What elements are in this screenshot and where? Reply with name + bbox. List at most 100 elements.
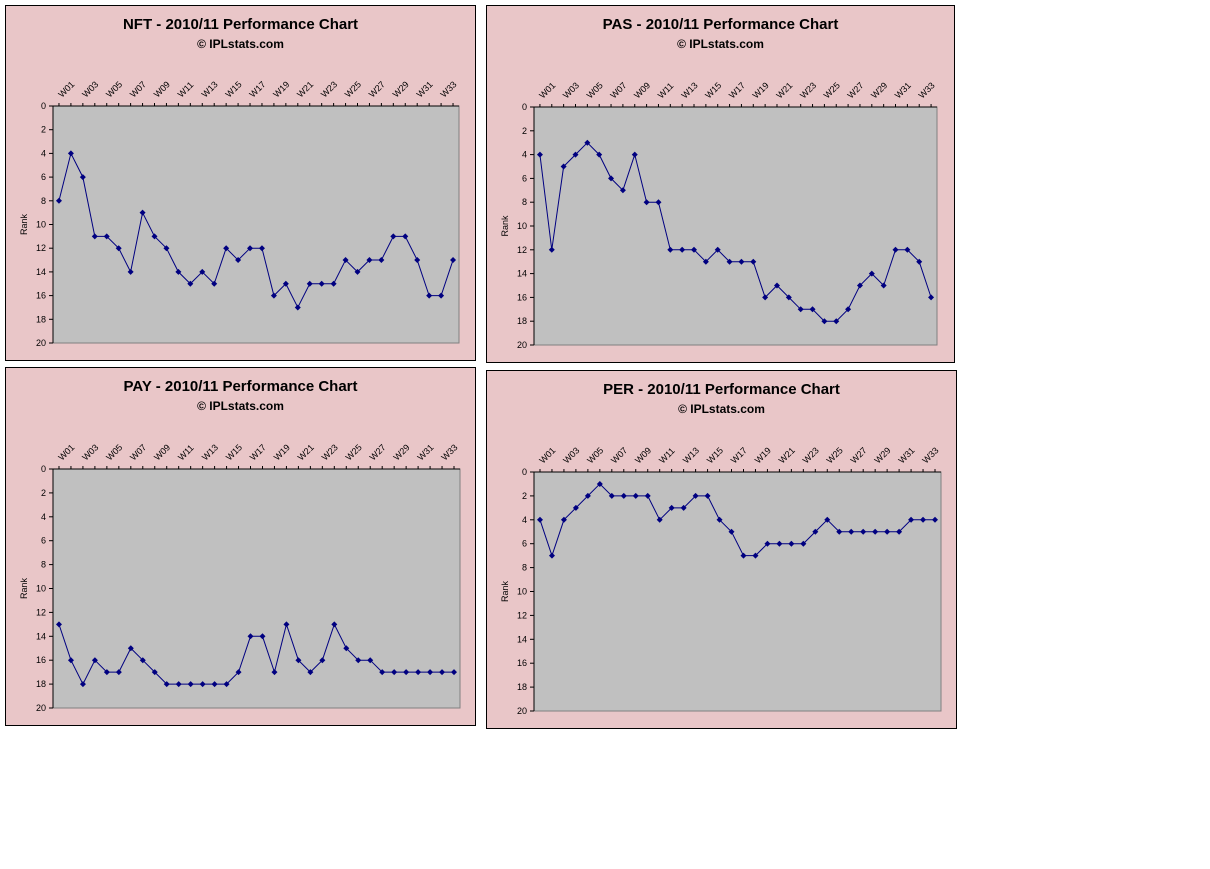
data-point <box>572 151 579 158</box>
chart: NFT - 2010/11 Performance Chart © IPLstat… <box>5 5 476 361</box>
y-tick-label: 12 <box>36 243 46 253</box>
data-point <box>175 268 182 275</box>
data-point <box>668 504 675 511</box>
data-point <box>667 246 674 253</box>
data-point <box>247 633 254 640</box>
data-point <box>187 681 194 688</box>
data-point <box>716 516 723 523</box>
data-point <box>306 280 313 287</box>
data-point <box>908 516 915 523</box>
data-point <box>79 681 86 688</box>
data-point <box>282 280 289 287</box>
chart-subtitle: © IPLstats.com <box>677 37 764 51</box>
data-point <box>785 294 792 301</box>
data-point <box>355 657 362 664</box>
data-point <box>307 669 314 676</box>
data-point <box>151 669 158 676</box>
data-point <box>608 175 615 182</box>
data-point <box>366 257 373 264</box>
data-point <box>764 540 771 547</box>
data-point <box>655 199 662 206</box>
data-point <box>896 528 903 535</box>
data-point <box>403 669 410 676</box>
data-point <box>151 233 158 240</box>
data-point <box>127 645 134 652</box>
data-point <box>679 246 686 253</box>
data-point <box>415 669 422 676</box>
y-tick-label: 8 <box>522 563 527 573</box>
chart-title: NFT - 2010/11 Performance Chart <box>123 16 358 33</box>
plot-area <box>52 105 460 344</box>
data-point <box>439 669 446 676</box>
data-point <box>691 246 698 253</box>
chart-subtitle: © IPLstats.com <box>678 402 765 416</box>
data-point <box>379 669 386 676</box>
data-point <box>596 480 603 487</box>
chart: PAS - 2010/11 Performance Chart © IPLstat… <box>486 5 955 363</box>
y-tick-label: 20 <box>36 703 46 713</box>
data-point <box>596 151 603 158</box>
data-point <box>295 657 302 664</box>
data-point <box>378 257 385 264</box>
data-point <box>426 292 433 299</box>
data-point <box>704 492 711 499</box>
data-point <box>821 318 828 325</box>
data-point <box>904 246 911 253</box>
data-point <box>680 504 687 511</box>
data-point <box>235 257 242 264</box>
data-point <box>342 257 349 264</box>
y-tick-label: 4 <box>522 150 527 160</box>
data-point <box>836 528 843 535</box>
chart-title: PAS - 2010/11 Performance Chart <box>603 16 839 33</box>
data-point <box>656 516 663 523</box>
y-tick-label: 18 <box>517 316 527 326</box>
data-point <box>343 645 350 652</box>
data-point <box>856 282 863 289</box>
data-point <box>788 540 795 547</box>
data-point <box>726 258 733 265</box>
data-point <box>402 233 409 240</box>
data-point <box>187 280 194 287</box>
y-tick-label: 12 <box>517 610 527 620</box>
data-point <box>259 633 266 640</box>
series-line <box>539 483 936 558</box>
data-point <box>860 528 867 535</box>
data-point <box>391 669 398 676</box>
chart: PAY - 2010/11 Performance Chart © IPLstat… <box>5 367 476 726</box>
y-tick-label: 8 <box>522 197 527 207</box>
data-point <box>643 199 650 206</box>
data-point <box>932 516 939 523</box>
data-point <box>740 552 747 559</box>
data-point <box>390 233 397 240</box>
data-point <box>367 657 374 664</box>
data-point <box>776 540 783 547</box>
data-point <box>91 233 98 240</box>
plot-area <box>533 471 942 712</box>
data-point <box>892 246 899 253</box>
data-point <box>211 280 218 287</box>
y-tick-label: 2 <box>522 126 527 136</box>
y-tick-label: 4 <box>41 512 46 522</box>
y-tick-label: 16 <box>36 655 46 665</box>
data-point <box>103 233 110 240</box>
data-point <box>800 540 807 547</box>
y-tick-label: 10 <box>517 221 527 231</box>
y-tick-label: 20 <box>517 706 527 716</box>
y-tick-label: 14 <box>517 634 527 644</box>
y-tick-label: 20 <box>517 340 527 350</box>
y-tick-label: 16 <box>36 291 46 301</box>
data-point <box>55 197 62 204</box>
data-point <box>318 280 325 287</box>
y-axis-label: Rank <box>500 215 510 237</box>
y-tick-label: 2 <box>41 488 46 498</box>
data-point <box>414 257 421 264</box>
y-tick-label: 8 <box>41 196 46 206</box>
data-point <box>450 257 457 264</box>
series-line <box>58 151 454 309</box>
data-point <box>283 621 290 628</box>
data-point <box>294 304 301 311</box>
data-point <box>139 657 146 664</box>
y-tick-label: 0 <box>522 467 527 477</box>
data-point <box>584 139 591 146</box>
data-point <box>619 187 626 194</box>
